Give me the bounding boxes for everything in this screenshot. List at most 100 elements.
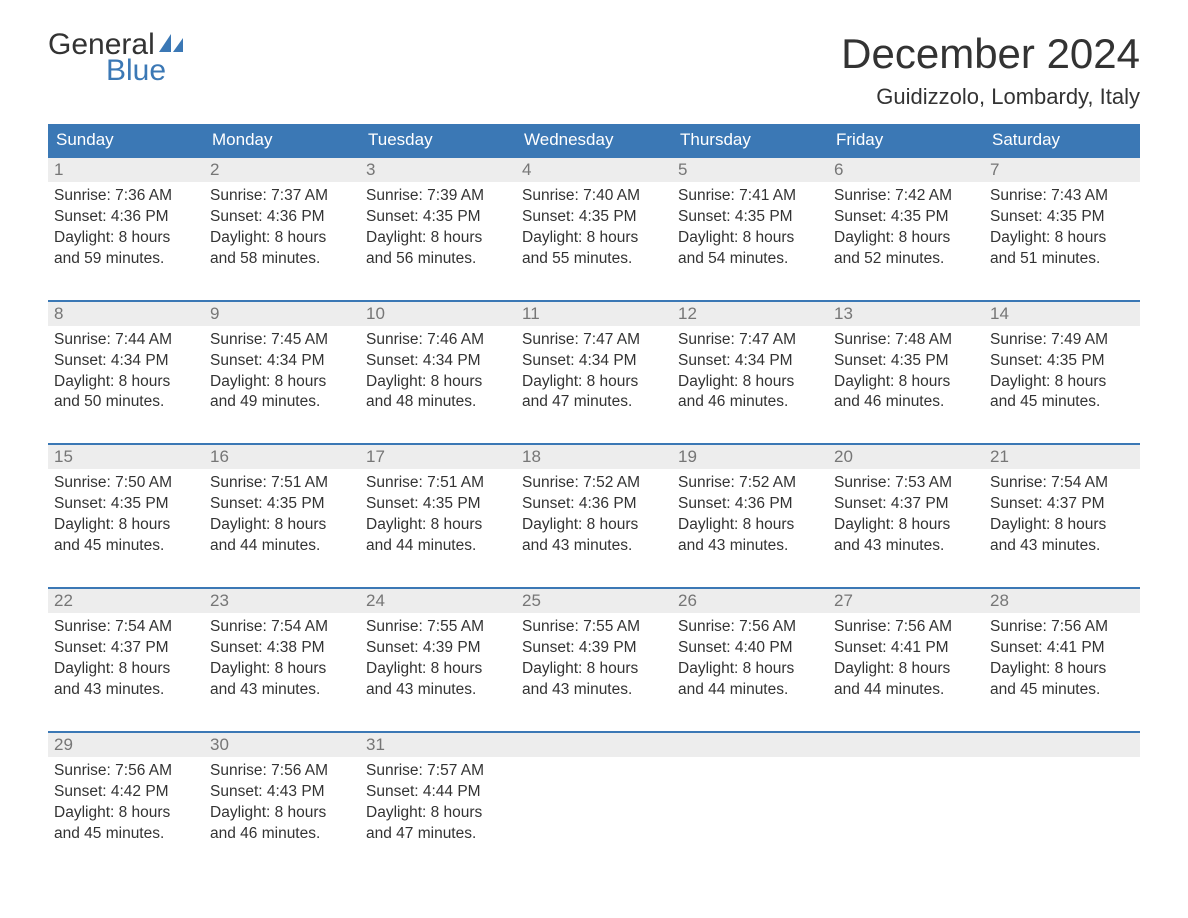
calendar-cell: 21Sunrise: 7:54 AMSunset: 4:37 PMDayligh… (984, 445, 1140, 577)
day-number: 2 (204, 158, 360, 182)
sunset-line: Sunset: 4:35 PM (990, 351, 1134, 372)
daylight-line: Daylight: 8 hours and 43 minutes. (366, 659, 510, 701)
day-number: 21 (984, 445, 1140, 469)
day-number: 27 (828, 589, 984, 613)
calendar-cell: 31Sunrise: 7:57 AMSunset: 4:44 PMDayligh… (360, 733, 516, 865)
day-number: 24 (360, 589, 516, 613)
cell-body: Sunrise: 7:52 AMSunset: 4:36 PMDaylight:… (516, 469, 672, 577)
cell-body: Sunrise: 7:44 AMSunset: 4:34 PMDaylight:… (48, 326, 204, 434)
daylight-line: Daylight: 8 hours and 43 minutes. (990, 515, 1134, 557)
sunrise-line: Sunrise: 7:55 AM (366, 617, 510, 638)
day-header: Thursday (672, 124, 828, 156)
cell-body (828, 757, 984, 853)
sunrise-line: Sunrise: 7:51 AM (366, 473, 510, 494)
cell-body: Sunrise: 7:36 AMSunset: 4:36 PMDaylight:… (48, 182, 204, 290)
sunset-line: Sunset: 4:43 PM (210, 782, 354, 803)
calendar-week: 22Sunrise: 7:54 AMSunset: 4:37 PMDayligh… (48, 587, 1140, 721)
daylight-line: Daylight: 8 hours and 50 minutes. (54, 372, 198, 414)
calendar-cell: 29Sunrise: 7:56 AMSunset: 4:42 PMDayligh… (48, 733, 204, 865)
cell-body: Sunrise: 7:57 AMSunset: 4:44 PMDaylight:… (360, 757, 516, 865)
calendar-week: 8Sunrise: 7:44 AMSunset: 4:34 PMDaylight… (48, 300, 1140, 434)
logo-text-2: Blue (106, 56, 166, 86)
cell-body: Sunrise: 7:51 AMSunset: 4:35 PMDaylight:… (360, 469, 516, 577)
cell-body: Sunrise: 7:56 AMSunset: 4:41 PMDaylight:… (828, 613, 984, 721)
daylight-line: Daylight: 8 hours and 46 minutes. (210, 803, 354, 845)
calendar-cell: 22Sunrise: 7:54 AMSunset: 4:37 PMDayligh… (48, 589, 204, 721)
day-number: 30 (204, 733, 360, 757)
day-number: 1 (48, 158, 204, 182)
sunrise-line: Sunrise: 7:52 AM (522, 473, 666, 494)
day-header: Friday (828, 124, 984, 156)
calendar-cell: 20Sunrise: 7:53 AMSunset: 4:37 PMDayligh… (828, 445, 984, 577)
sunset-line: Sunset: 4:44 PM (366, 782, 510, 803)
header: General Blue December 2024 Guidizzolo, L… (48, 30, 1140, 110)
day-number: 10 (360, 302, 516, 326)
calendar-cell: 23Sunrise: 7:54 AMSunset: 4:38 PMDayligh… (204, 589, 360, 721)
day-number: 16 (204, 445, 360, 469)
calendar-cell: 24Sunrise: 7:55 AMSunset: 4:39 PMDayligh… (360, 589, 516, 721)
sunset-line: Sunset: 4:34 PM (210, 351, 354, 372)
cell-body: Sunrise: 7:56 AMSunset: 4:43 PMDaylight:… (204, 757, 360, 865)
day-header: Saturday (984, 124, 1140, 156)
day-header: Monday (204, 124, 360, 156)
day-number: 15 (48, 445, 204, 469)
sunrise-line: Sunrise: 7:49 AM (990, 330, 1134, 351)
title-block: December 2024 Guidizzolo, Lombardy, Ital… (841, 30, 1140, 110)
sunset-line: Sunset: 4:35 PM (834, 351, 978, 372)
daylight-line: Daylight: 8 hours and 52 minutes. (834, 228, 978, 270)
day-header: Tuesday (360, 124, 516, 156)
sunrise-line: Sunrise: 7:54 AM (54, 617, 198, 638)
calendar-week: 1Sunrise: 7:36 AMSunset: 4:36 PMDaylight… (48, 156, 1140, 290)
daylight-line: Daylight: 8 hours and 44 minutes. (678, 659, 822, 701)
sunset-line: Sunset: 4:36 PM (522, 494, 666, 515)
calendar-cell: 14Sunrise: 7:49 AMSunset: 4:35 PMDayligh… (984, 302, 1140, 434)
cell-body: Sunrise: 7:56 AMSunset: 4:42 PMDaylight:… (48, 757, 204, 865)
calendar-cell: 6Sunrise: 7:42 AMSunset: 4:35 PMDaylight… (828, 158, 984, 290)
daylight-line: Daylight: 8 hours and 45 minutes. (990, 659, 1134, 701)
sunrise-line: Sunrise: 7:45 AM (210, 330, 354, 351)
day-number: 31 (360, 733, 516, 757)
sunset-line: Sunset: 4:35 PM (522, 207, 666, 228)
sunrise-line: Sunrise: 7:57 AM (366, 761, 510, 782)
calendar-cell: 5Sunrise: 7:41 AMSunset: 4:35 PMDaylight… (672, 158, 828, 290)
cell-body: Sunrise: 7:45 AMSunset: 4:34 PMDaylight:… (204, 326, 360, 434)
calendar-cell: 13Sunrise: 7:48 AMSunset: 4:35 PMDayligh… (828, 302, 984, 434)
calendar-cell: 1Sunrise: 7:36 AMSunset: 4:36 PMDaylight… (48, 158, 204, 290)
day-number: 3 (360, 158, 516, 182)
day-number: 29 (48, 733, 204, 757)
sunrise-line: Sunrise: 7:44 AM (54, 330, 198, 351)
daylight-line: Daylight: 8 hours and 49 minutes. (210, 372, 354, 414)
sunrise-line: Sunrise: 7:53 AM (834, 473, 978, 494)
cell-body (984, 757, 1140, 853)
cell-body: Sunrise: 7:50 AMSunset: 4:35 PMDaylight:… (48, 469, 204, 577)
sunset-line: Sunset: 4:39 PM (522, 638, 666, 659)
sunset-line: Sunset: 4:35 PM (678, 207, 822, 228)
sunset-line: Sunset: 4:34 PM (366, 351, 510, 372)
sunset-line: Sunset: 4:36 PM (210, 207, 354, 228)
calendar-cell: 3Sunrise: 7:39 AMSunset: 4:35 PMDaylight… (360, 158, 516, 290)
sunset-line: Sunset: 4:41 PM (990, 638, 1134, 659)
sunrise-line: Sunrise: 7:41 AM (678, 186, 822, 207)
calendar-cell: 9Sunrise: 7:45 AMSunset: 4:34 PMDaylight… (204, 302, 360, 434)
sunrise-line: Sunrise: 7:56 AM (834, 617, 978, 638)
page-title: December 2024 (841, 30, 1140, 78)
daylight-line: Daylight: 8 hours and 43 minutes. (522, 659, 666, 701)
calendar-cell: 15Sunrise: 7:50 AMSunset: 4:35 PMDayligh… (48, 445, 204, 577)
sunset-line: Sunset: 4:35 PM (366, 207, 510, 228)
sunrise-line: Sunrise: 7:43 AM (990, 186, 1134, 207)
cell-body: Sunrise: 7:55 AMSunset: 4:39 PMDaylight:… (360, 613, 516, 721)
cell-body: Sunrise: 7:39 AMSunset: 4:35 PMDaylight:… (360, 182, 516, 290)
cell-body: Sunrise: 7:54 AMSunset: 4:37 PMDaylight:… (48, 613, 204, 721)
sunset-line: Sunset: 4:40 PM (678, 638, 822, 659)
cell-body: Sunrise: 7:54 AMSunset: 4:37 PMDaylight:… (984, 469, 1140, 577)
calendar-week: 15Sunrise: 7:50 AMSunset: 4:35 PMDayligh… (48, 443, 1140, 577)
calendar-cell: 26Sunrise: 7:56 AMSunset: 4:40 PMDayligh… (672, 589, 828, 721)
day-number: 8 (48, 302, 204, 326)
cell-body: Sunrise: 7:56 AMSunset: 4:40 PMDaylight:… (672, 613, 828, 721)
day-number: 13 (828, 302, 984, 326)
daylight-line: Daylight: 8 hours and 46 minutes. (678, 372, 822, 414)
day-number (828, 733, 984, 757)
sunset-line: Sunset: 4:41 PM (834, 638, 978, 659)
daylight-line: Daylight: 8 hours and 45 minutes. (54, 515, 198, 557)
cell-body: Sunrise: 7:47 AMSunset: 4:34 PMDaylight:… (516, 326, 672, 434)
